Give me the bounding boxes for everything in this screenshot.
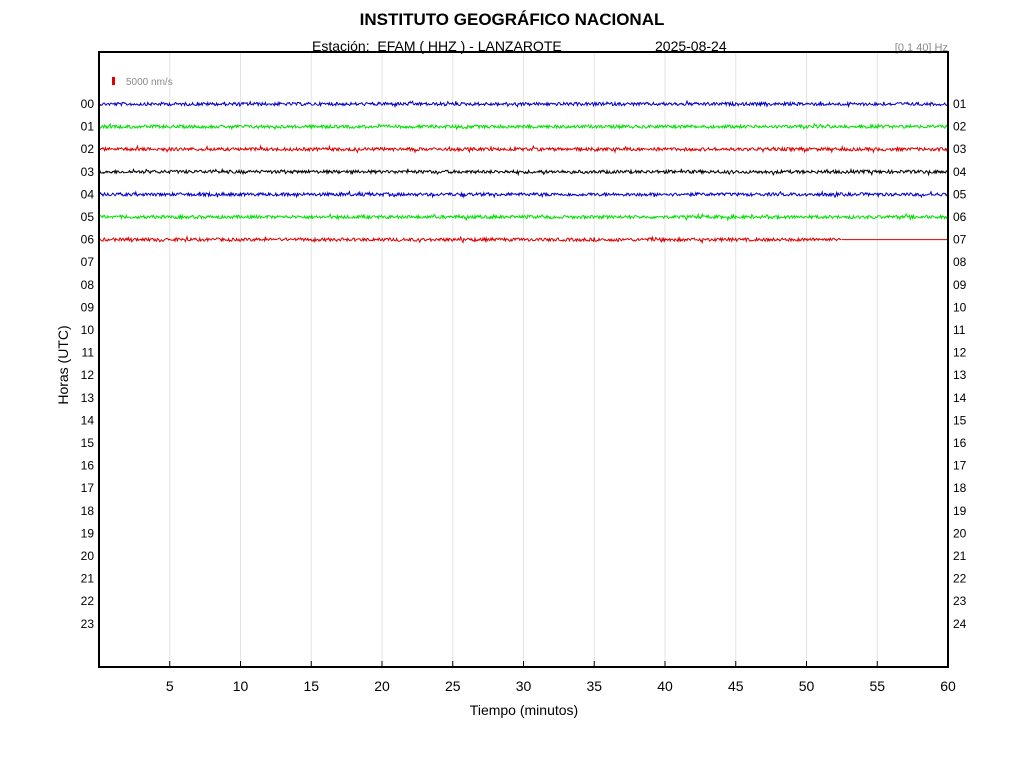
left-hour-label: 16 (81, 459, 95, 473)
right-hour-label: 12 (953, 346, 967, 360)
left-hour-label: 15 (81, 436, 95, 450)
right-hour-label: 22 (953, 572, 967, 586)
left-hour-label: 02 (81, 142, 95, 156)
right-hour-label: 24 (953, 617, 967, 631)
right-hour-label: 08 (953, 255, 967, 269)
left-hour-label: 10 (81, 323, 95, 337)
left-hour-label: 08 (81, 278, 95, 292)
page-title: INSTITUTO GEOGRÁFICO NACIONAL (359, 10, 665, 29)
x-tick-label: 15 (303, 678, 319, 694)
left-hour-label: 12 (81, 368, 95, 382)
left-hour-label: 07 (81, 255, 95, 269)
left-hour-label: 09 (81, 300, 95, 314)
right-hour-label: 15 (953, 413, 967, 427)
right-hour-label: 16 (953, 436, 967, 450)
scale-label: 5000 nm/s (126, 77, 173, 88)
right-hour-label: 06 (953, 210, 967, 224)
left-hour-label: 00 (81, 97, 95, 111)
x-tick-label: 55 (869, 678, 885, 694)
right-hour-label: 07 (953, 233, 967, 247)
left-hour-label: 17 (81, 481, 95, 495)
grid-lines (169, 52, 878, 667)
left-hour-label: 11 (82, 346, 95, 360)
right-hour-label: 21 (953, 549, 967, 563)
right-hour-label: 01 (953, 97, 967, 111)
trace-hour-2 (98, 144, 949, 154)
seismic-traces (98, 99, 949, 245)
y-axis-label: Horas (UTC) (55, 325, 71, 404)
right-hour-label: 10 (953, 300, 967, 314)
station-label: Estación: EFAM ( HHZ ) - LANZAROTE (312, 38, 562, 54)
x-tick-label: 60 (940, 678, 956, 694)
right-hour-label: 09 (953, 278, 967, 292)
right-hour-label: 03 (953, 142, 967, 156)
x-tick-label: 35 (586, 678, 602, 694)
scale-bar (112, 77, 115, 85)
left-hour-label: 05 (81, 210, 95, 224)
left-hour-label: 04 (81, 187, 95, 201)
right-hour-label: 17 (953, 459, 967, 473)
right-hour-label: 05 (953, 187, 967, 201)
left-hour-label: 21 (81, 572, 95, 586)
left-hour-label: 06 (81, 233, 95, 247)
x-tick-label: 45 (728, 678, 744, 694)
trace-hour-1 (98, 122, 949, 131)
left-hour-labels: 00 01 02 03 04 05 06 07 08 09 10 11 12 13 14 15 16 17 18 19… (81, 97, 95, 631)
right-hour-label: 20 (953, 526, 967, 540)
left-hour-label: 23 (81, 617, 95, 631)
x-tick-label: 25 (445, 678, 461, 694)
trace-hour-4 (98, 189, 949, 199)
right-hour-label: 11 (953, 323, 966, 337)
right-hour-label: 14 (953, 391, 967, 405)
left-hour-label: 19 (81, 526, 95, 540)
x-tick-label: 10 (233, 678, 249, 694)
trace-hour-5 (98, 212, 949, 222)
left-hour-label: 03 (81, 165, 95, 179)
x-tick-label: 50 (799, 678, 815, 694)
x-tick-label: 40 (657, 678, 673, 694)
left-hour-label: 20 (81, 549, 95, 563)
left-hour-label: 13 (81, 391, 95, 405)
right-hour-label: 18 (953, 481, 967, 495)
right-hour-label: 23 (953, 594, 967, 608)
right-hour-label: 13 (953, 368, 967, 382)
left-hour-label: 18 (81, 504, 95, 518)
left-hour-label: 22 (81, 594, 95, 608)
right-hour-label: 02 (953, 120, 967, 134)
x-tick-label: 5 (166, 678, 174, 694)
trace-hour-6 (98, 235, 842, 245)
x-tick-label: 30 (516, 678, 532, 694)
right-hour-labels: 01 02 03 04 05 06 07 08 09 10 11 12 13 14 15 16 17 18 19 20… (953, 97, 967, 631)
x-tick-label: 20 (374, 678, 390, 694)
left-hour-label: 14 (81, 413, 95, 427)
x-axis-label: Tiempo (minutos) (470, 702, 578, 718)
trace-hour-3 (98, 167, 949, 177)
date-label: 2025-08-24 (655, 38, 727, 54)
right-hour-label: 04 (953, 165, 967, 179)
trace-hour-0 (98, 99, 948, 109)
left-hour-label: 01 (81, 120, 95, 134)
right-hour-label: 19 (953, 504, 967, 518)
x-axis-ticks: 5 10 15 20 25 30 35 40 45 50 55 60 (166, 661, 956, 694)
